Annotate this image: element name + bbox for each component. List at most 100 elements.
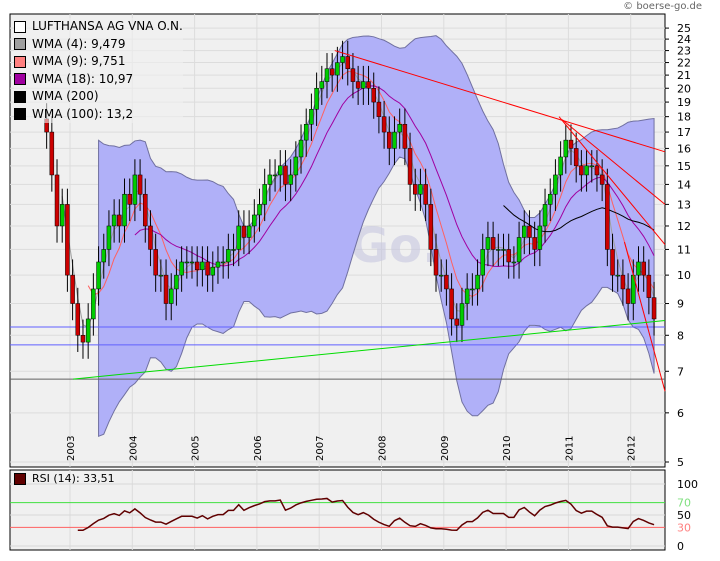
candle bbox=[49, 131, 55, 176]
candle bbox=[594, 165, 600, 176]
candle bbox=[210, 266, 216, 276]
x-tick-label: 2011 bbox=[564, 436, 575, 461]
x-tick-label: 2012 bbox=[627, 436, 638, 461]
candle bbox=[220, 261, 226, 264]
candle bbox=[350, 68, 356, 82]
candle bbox=[392, 131, 397, 149]
candle bbox=[412, 184, 418, 195]
wma-18-line bbox=[134, 85, 655, 267]
candle bbox=[340, 56, 345, 63]
candle bbox=[252, 214, 257, 227]
x-tick-label: 2006 bbox=[253, 436, 264, 461]
candle bbox=[423, 184, 428, 205]
candle bbox=[158, 274, 164, 277]
rsi-line bbox=[77, 497, 655, 532]
legend-item: LUFTHANSA AG VNA O.N. bbox=[14, 18, 183, 36]
candle bbox=[553, 174, 558, 195]
candle bbox=[163, 274, 169, 304]
candle bbox=[620, 274, 626, 290]
rsi-swatch bbox=[14, 472, 26, 485]
candle bbox=[226, 249, 231, 263]
y-tick-label: 22 bbox=[677, 57, 691, 70]
candle bbox=[355, 81, 361, 89]
trend-line bbox=[561, 119, 666, 205]
candle bbox=[459, 303, 465, 326]
legend-label: WMA (100): 13,2 bbox=[32, 106, 134, 121]
candle bbox=[579, 165, 584, 176]
candle bbox=[179, 261, 184, 276]
candle bbox=[573, 148, 579, 167]
candle bbox=[547, 193, 553, 205]
candle bbox=[397, 124, 402, 133]
candle bbox=[236, 225, 241, 250]
candle bbox=[205, 261, 210, 276]
y-tick-label: 21 bbox=[677, 69, 691, 82]
candle bbox=[480, 249, 485, 276]
candle bbox=[96, 261, 101, 290]
candle bbox=[111, 214, 117, 227]
candle bbox=[329, 68, 335, 76]
y-tick-label: 13 bbox=[677, 198, 691, 211]
rsi-tick-label: 70 bbox=[677, 497, 691, 510]
candle bbox=[132, 174, 138, 205]
candle bbox=[324, 68, 330, 82]
legend-swatch bbox=[14, 73, 26, 86]
candle bbox=[376, 101, 382, 117]
legend-swatch bbox=[14, 20, 26, 33]
candle bbox=[599, 174, 605, 185]
candle bbox=[54, 174, 60, 227]
candle bbox=[65, 204, 70, 276]
candle bbox=[522, 225, 527, 238]
candle bbox=[558, 156, 563, 176]
candle bbox=[485, 237, 491, 250]
candle bbox=[387, 131, 392, 149]
y-tick-label: 6 bbox=[677, 407, 684, 420]
legend-label: WMA (4): 9,479 bbox=[32, 36, 126, 51]
y-tick-label: 5 bbox=[677, 456, 684, 469]
rsi-label: RSI (14): 33,51 bbox=[32, 472, 115, 485]
candle bbox=[143, 193, 148, 227]
rsi-tick-label: 0 bbox=[677, 540, 684, 553]
candle bbox=[319, 81, 325, 89]
candle bbox=[257, 204, 262, 216]
candle bbox=[625, 288, 631, 304]
candle bbox=[610, 249, 615, 276]
candle bbox=[527, 225, 532, 238]
candle bbox=[428, 204, 434, 250]
candle bbox=[537, 225, 543, 250]
copyright: © boerse-go.de bbox=[623, 1, 702, 12]
x-tick-label: 2003 bbox=[66, 436, 77, 461]
legend-swatch bbox=[14, 38, 26, 51]
candle bbox=[85, 318, 91, 343]
legend-label: WMA (200) bbox=[32, 89, 99, 103]
legend-swatch bbox=[14, 90, 26, 103]
y-tick-label: 14 bbox=[677, 178, 691, 191]
y-tick-label: 17 bbox=[677, 126, 691, 139]
y-tick-label: 20 bbox=[677, 82, 691, 95]
trend-line bbox=[334, 50, 666, 153]
candle bbox=[532, 237, 537, 250]
candle bbox=[70, 274, 75, 304]
candle bbox=[194, 261, 200, 271]
legend-item: WMA (18): 10,97 bbox=[14, 71, 183, 89]
candle bbox=[584, 165, 589, 176]
candle bbox=[278, 165, 283, 176]
candle bbox=[117, 214, 122, 227]
candle bbox=[168, 288, 174, 304]
candle bbox=[262, 184, 267, 205]
candle bbox=[127, 193, 132, 205]
candle bbox=[231, 249, 236, 251]
legend-swatch bbox=[14, 108, 26, 121]
trend-line bbox=[623, 242, 666, 392]
candle bbox=[563, 139, 569, 158]
candle bbox=[636, 261, 641, 276]
legend: LUFTHANSA AG VNA O.N. WMA (4): 9,479 WMA (… bbox=[14, 18, 183, 123]
candle bbox=[366, 81, 371, 89]
candle bbox=[438, 274, 444, 277]
y-tick-label: 12 bbox=[677, 220, 691, 233]
legend-item: WMA (200) bbox=[14, 88, 183, 106]
candle bbox=[241, 225, 247, 238]
candle bbox=[496, 249, 501, 251]
candle bbox=[371, 88, 376, 103]
